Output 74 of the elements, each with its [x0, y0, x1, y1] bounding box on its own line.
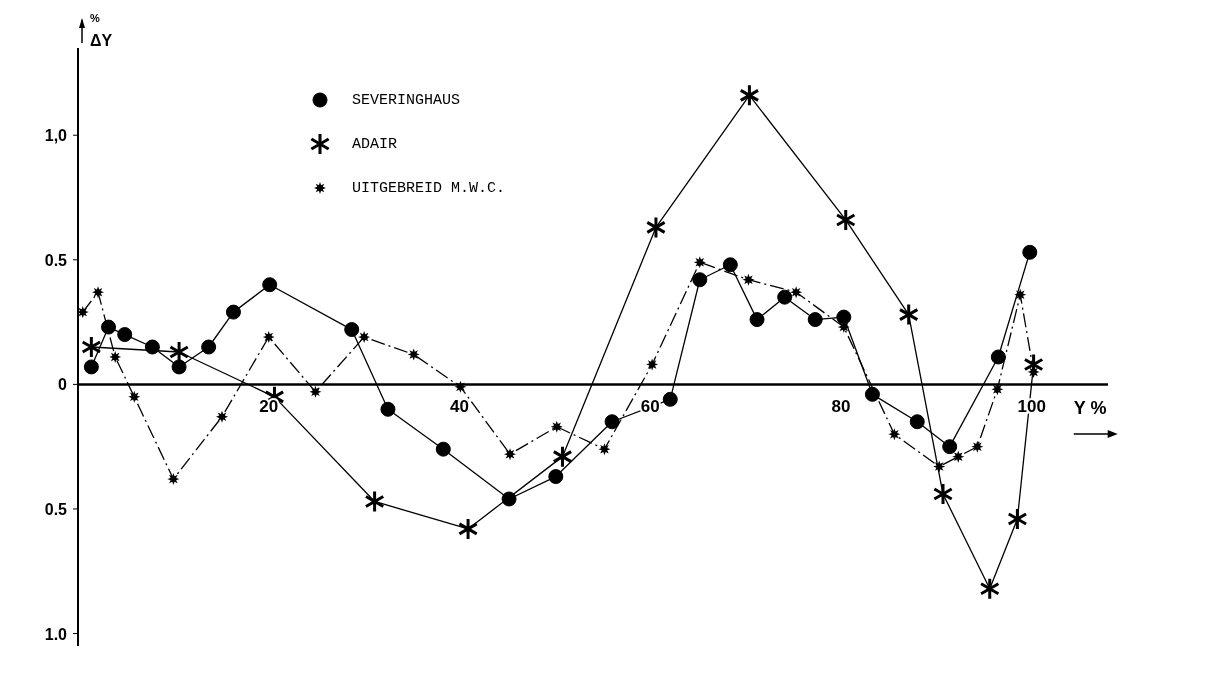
- point: [92, 286, 105, 299]
- point: [777, 289, 793, 305]
- legend-label: UITGEBREID M.W.C.: [352, 179, 506, 197]
- x-tick-label: 20: [259, 397, 279, 416]
- point: [932, 482, 954, 506]
- point: [749, 312, 765, 328]
- point: [358, 331, 371, 344]
- point: [807, 312, 823, 328]
- y-tick-label: 0.5: [44, 500, 68, 518]
- point: [604, 414, 620, 430]
- point: [168, 340, 190, 364]
- point: [552, 445, 573, 469]
- legend-label: SEVERINGHAUS: [352, 91, 461, 109]
- point: [790, 286, 803, 299]
- point: [101, 319, 117, 335]
- point: [646, 358, 659, 371]
- point: [201, 339, 217, 355]
- y-tick-label: 1,0: [44, 127, 68, 145]
- point: [380, 401, 396, 417]
- legend-label: ADAIR: [352, 135, 398, 153]
- point: [78, 306, 89, 319]
- x-axis-title: Y %: [1073, 398, 1107, 418]
- point: [909, 414, 925, 430]
- point: [309, 385, 322, 398]
- x-tick-label: 40: [450, 397, 469, 416]
- point: [262, 331, 275, 344]
- point: [990, 349, 1006, 365]
- point: [888, 428, 901, 441]
- point: [836, 309, 852, 325]
- point: [435, 441, 451, 457]
- y-tick-label: 0.5: [44, 251, 68, 269]
- point: [144, 339, 160, 355]
- point: [407, 348, 420, 361]
- point: [171, 359, 187, 375]
- point: [1007, 507, 1028, 531]
- point: [598, 443, 611, 456]
- y-tick-label: 1.0: [44, 625, 68, 643]
- point: [225, 304, 241, 320]
- point: [864, 386, 880, 402]
- point: [692, 272, 708, 288]
- point: [991, 383, 1004, 396]
- point: [364, 489, 385, 513]
- point: [933, 460, 946, 473]
- point: [722, 257, 738, 273]
- point: [216, 410, 229, 423]
- point: [550, 420, 563, 433]
- point: [1014, 288, 1027, 301]
- point: [262, 277, 278, 293]
- point: [662, 391, 678, 407]
- point: [645, 215, 667, 239]
- point: [109, 350, 122, 363]
- point: [128, 390, 141, 403]
- point: [739, 83, 760, 107]
- point: [979, 577, 1000, 601]
- point: [742, 273, 755, 286]
- point: [952, 450, 965, 463]
- point: [457, 517, 479, 541]
- point: [117, 327, 133, 343]
- point: [83, 359, 99, 375]
- point: [942, 439, 958, 455]
- point: [81, 335, 102, 359]
- point: [971, 440, 984, 453]
- point: [548, 469, 564, 485]
- point: [501, 491, 517, 507]
- point: [454, 380, 467, 393]
- y-tick-label: 0: [58, 376, 68, 394]
- point: [504, 448, 517, 461]
- point: [898, 303, 919, 327]
- point: [835, 208, 856, 232]
- point: [693, 256, 706, 269]
- point: [1022, 244, 1038, 260]
- x-tick-label: 80: [831, 397, 851, 416]
- point: [344, 322, 360, 338]
- point: [167, 473, 180, 486]
